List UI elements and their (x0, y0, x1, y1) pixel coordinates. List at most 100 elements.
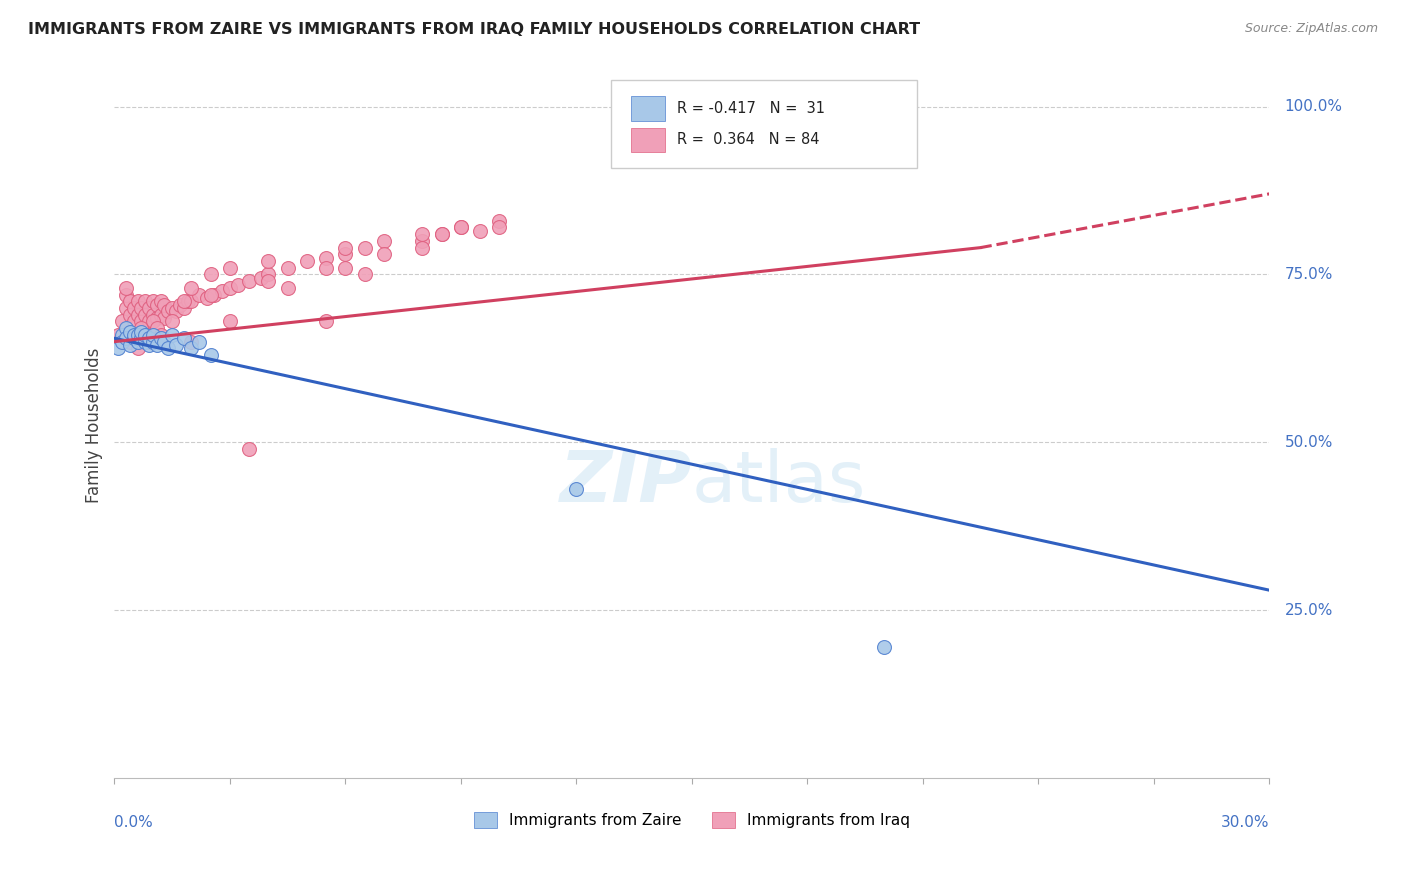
Point (373, 234, 395, 248)
Point (176, 294, 198, 309)
Point (131, 331, 153, 345)
Point (122, 327, 145, 342)
Point (169, 298, 191, 312)
Point (122, 301, 145, 315)
Point (138, 314, 160, 328)
Point (145, 321, 167, 335)
Point (122, 327, 145, 342)
Point (142, 308, 165, 322)
FancyBboxPatch shape (612, 80, 917, 169)
Point (180, 281, 202, 295)
Point (111, 314, 134, 328)
Point (411, 234, 433, 248)
Point (157, 304, 180, 318)
Point (115, 287, 138, 301)
Text: 75.0%: 75.0% (1285, 267, 1333, 282)
Point (131, 325, 153, 339)
Point (353, 268, 375, 282)
Point (127, 342, 149, 356)
Point (160, 301, 183, 315)
Point (142, 334, 165, 349)
Point (111, 327, 134, 342)
Point (118, 338, 141, 352)
Point (138, 334, 160, 349)
Text: 25.0%: 25.0% (1285, 603, 1333, 618)
Point (411, 227, 433, 242)
Point (115, 331, 138, 345)
Point (488, 220, 510, 235)
Point (160, 314, 183, 328)
Point (118, 308, 141, 322)
Point (200, 268, 222, 282)
Point (180, 294, 202, 309)
Point (173, 294, 195, 309)
Point (134, 294, 156, 309)
Point (157, 342, 180, 356)
Y-axis label: Family Households: Family Households (86, 348, 103, 503)
Point (295, 254, 318, 268)
Point (149, 294, 172, 309)
Point (142, 294, 165, 309)
Point (149, 331, 172, 345)
Point (138, 331, 160, 345)
Point (430, 227, 453, 242)
Point (257, 274, 280, 288)
Point (335, 260, 357, 275)
Point (131, 321, 153, 335)
Text: ZIP: ZIP (560, 448, 692, 516)
Text: R = -0.417   N =  31: R = -0.417 N = 31 (676, 101, 825, 116)
Point (122, 314, 145, 328)
Point (277, 281, 299, 295)
Point (118, 334, 141, 349)
Point (107, 327, 129, 342)
Point (257, 254, 280, 268)
Point (134, 308, 156, 322)
Point (115, 301, 138, 315)
Point (142, 314, 165, 328)
Point (195, 291, 218, 305)
Point (134, 327, 156, 342)
Point (160, 327, 183, 342)
Point (122, 331, 145, 345)
Point (249, 270, 271, 285)
Point (411, 241, 433, 255)
Point (127, 294, 149, 309)
Point (118, 325, 141, 339)
Point (173, 301, 195, 315)
Bar (631, 96, 665, 120)
Text: IMMIGRANTS FROM ZAIRE VS IMMIGRANTS FROM IRAQ FAMILY HOUSEHOLDS CORRELATION CHAR: IMMIGRANTS FROM ZAIRE VS IMMIGRANTS FROM… (28, 22, 921, 37)
Point (131, 314, 153, 328)
Point (200, 348, 222, 362)
Point (153, 298, 176, 312)
Point (873, 640, 896, 655)
Point (315, 251, 337, 265)
Point (111, 334, 134, 349)
Point (153, 334, 176, 349)
Point (277, 260, 299, 275)
Point (149, 308, 172, 322)
Point (488, 213, 510, 227)
Point (226, 277, 249, 292)
Text: 50.0%: 50.0% (1285, 435, 1333, 450)
Point (219, 260, 242, 275)
Point (200, 287, 222, 301)
Point (138, 338, 160, 352)
Point (353, 241, 375, 255)
Point (138, 301, 160, 315)
Point (107, 342, 129, 356)
Point (145, 311, 167, 326)
Text: 100.0%: 100.0% (1285, 99, 1343, 114)
Point (219, 314, 242, 328)
Point (238, 442, 260, 456)
Point (315, 260, 337, 275)
Point (149, 327, 172, 342)
Point (131, 301, 153, 315)
Point (565, 483, 588, 497)
Point (165, 338, 187, 352)
Point (127, 308, 149, 322)
Point (450, 220, 472, 235)
Point (204, 287, 226, 301)
Point (142, 327, 165, 342)
Bar (631, 128, 665, 153)
Point (450, 220, 472, 235)
